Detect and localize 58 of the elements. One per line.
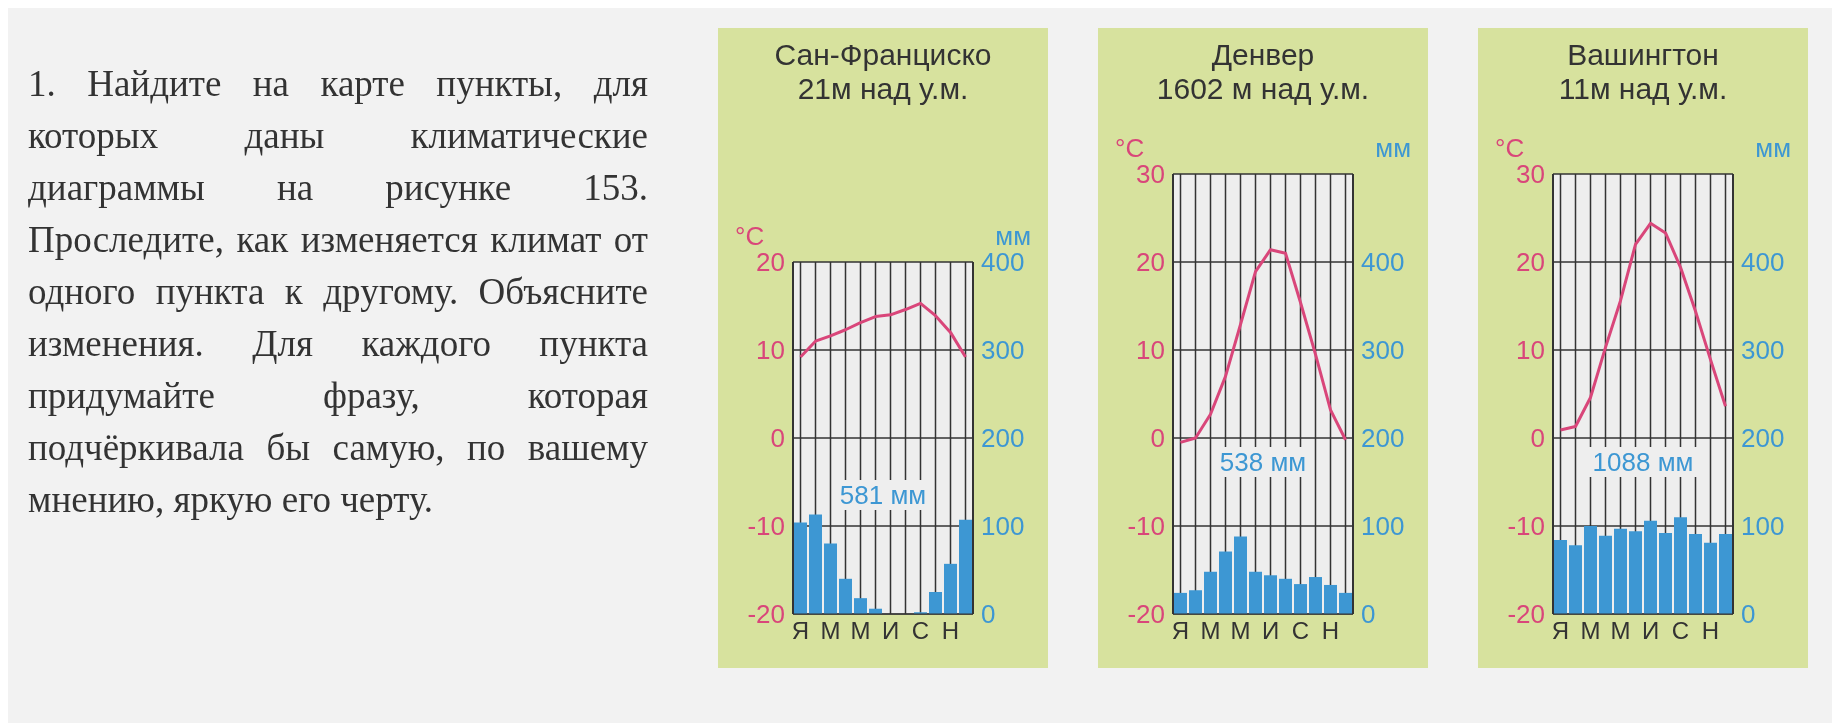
y2-tick-label: 0: [981, 599, 996, 630]
x-tick-label: И: [1641, 617, 1660, 645]
x-tick-label: Я: [1551, 617, 1570, 645]
annotation: 1088 мм: [1588, 446, 1698, 477]
x-tick-label: М: [820, 617, 841, 645]
chart-title: Денвер: [1211, 38, 1315, 72]
y2-tick-label: 400: [1361, 247, 1405, 278]
x-tick-label: И: [1261, 617, 1280, 645]
y2-tick-label: 0: [1361, 599, 1376, 630]
chart-subtitle: 11м над у.м.: [1558, 72, 1728, 106]
y2-axis-title: мм: [1375, 133, 1411, 164]
y2-tick-label: 200: [1361, 423, 1405, 454]
annotation: 581 мм: [835, 480, 931, 511]
y-tick-label: 0: [1530, 423, 1545, 454]
y-tick-label: -20: [1507, 599, 1545, 630]
x-tick-label: С: [911, 617, 930, 645]
y2-tick-label: 400: [1741, 247, 1785, 278]
x-tick-label: Н: [1701, 617, 1720, 645]
x-tick-label: М: [1580, 617, 1601, 645]
y-tick-label: -10: [747, 511, 785, 542]
x-tick-label: С: [1671, 617, 1690, 645]
y-tick-label: 20: [1136, 247, 1165, 278]
annotation: 538 мм: [1215, 446, 1311, 477]
x-tick-label: Н: [1321, 617, 1340, 645]
y-tick-label: 10: [1516, 335, 1545, 366]
y-tick-label: 10: [756, 335, 785, 366]
y-tick-label: 20: [1516, 247, 1545, 278]
y2-tick-label: 300: [1741, 335, 1785, 366]
y-tick-label: -20: [747, 599, 785, 630]
chart-title: Вашингтон: [1567, 38, 1719, 72]
y2-tick-label: 100: [1361, 511, 1405, 542]
x-tick-label: М: [1200, 617, 1221, 645]
x-tick-label: М: [1230, 617, 1251, 645]
chart-subtitle: 21м над у.м.: [797, 72, 969, 106]
y2-tick-label: 0: [1741, 599, 1756, 630]
y2-tick-label: 100: [981, 511, 1025, 542]
chart-subtitle: 1602 м над у.м.: [1156, 72, 1370, 106]
y2-tick-label: 200: [1741, 423, 1785, 454]
y-tick-label: -10: [1127, 511, 1165, 542]
x-tick-label: М: [850, 617, 871, 645]
y2-tick-label: 100: [1741, 511, 1785, 542]
x-tick-label: Я: [1171, 617, 1190, 645]
y-tick-label: -20: [1127, 599, 1165, 630]
y2-tick-label: 300: [981, 335, 1025, 366]
y-tick-label: 0: [1150, 423, 1165, 454]
y-tick-label: -10: [1507, 511, 1545, 542]
x-tick-label: М: [1610, 617, 1631, 645]
y-tick-label: 10: [1136, 335, 1165, 366]
y-tick-label: 0: [770, 423, 785, 454]
x-tick-label: И: [881, 617, 900, 645]
y2-tick-label: 300: [1361, 335, 1405, 366]
text: 1. Найдите на карте пункты, для которых даны климатические диаграммы на рисунке 153. Проследите, как изменяется климат от одного пункта к другому. Объясните изменения. Для каждого пункта придумайте фразу, которая подчёркивала бы самую, по вашему мнению, яркую его черту.: [28, 63, 648, 520]
x-tick-label: С: [1291, 617, 1310, 645]
chart-title: Сан-Франциско: [774, 38, 992, 72]
x-tick-label: Н: [941, 617, 960, 645]
y2-axis-title: мм: [1755, 133, 1791, 164]
x-tick-label: Я: [791, 617, 810, 645]
y2-tick-label: 200: [981, 423, 1025, 454]
